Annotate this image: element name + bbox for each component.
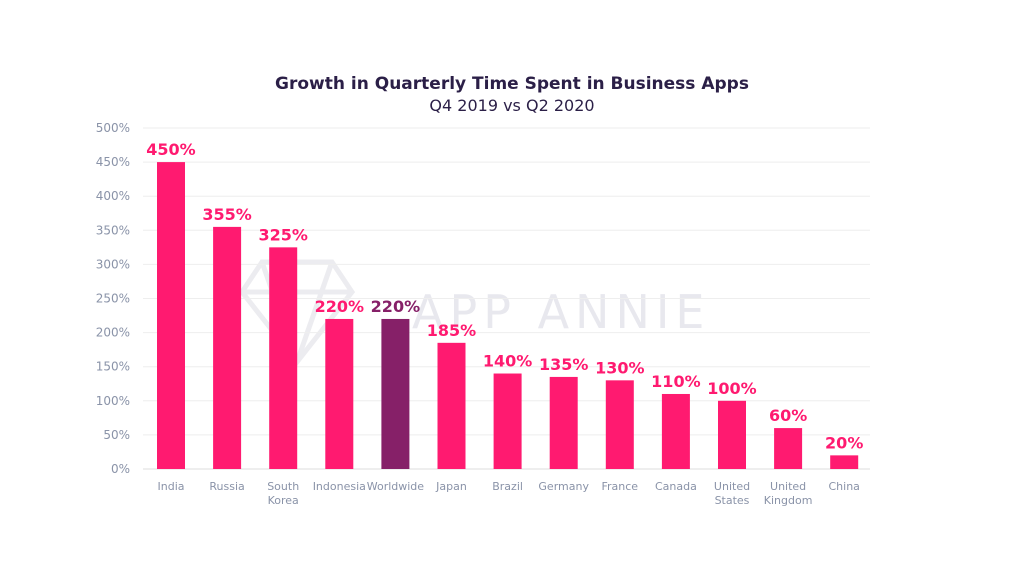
bar <box>549 376 578 469</box>
watermark-text: APP ANNIE <box>412 285 711 339</box>
data-label: 135% <box>539 355 588 374</box>
y-tick-label: 250% <box>96 292 130 306</box>
y-tick-label: 300% <box>96 257 130 271</box>
chart-title: Growth in Quarterly Time Spent in Busine… <box>275 74 749 94</box>
bar <box>269 247 298 469</box>
data-label: 130% <box>595 358 644 377</box>
x-tick-label: China <box>828 480 859 493</box>
data-label: 450% <box>146 140 195 159</box>
bar <box>718 400 746 469</box>
data-label: 325% <box>258 225 307 244</box>
x-tick-label: France <box>602 480 639 493</box>
data-label: 20% <box>825 433 863 452</box>
data-label: 220% <box>371 297 420 316</box>
data-label: 220% <box>315 297 364 316</box>
x-tick-label: United States <box>714 480 750 507</box>
bar <box>661 393 690 469</box>
y-tick-label: 450% <box>96 155 130 169</box>
y-tick-label: 500% <box>96 121 130 135</box>
bar <box>437 342 466 469</box>
x-tick-label: Germany <box>538 480 589 493</box>
y-tick-label: 350% <box>96 223 130 237</box>
data-label: 110% <box>651 372 700 391</box>
y-axis: 0% 50% 100% 150% 200% 250% 300% 350% 400% 450% 500… <box>96 121 130 476</box>
data-label: 140% <box>483 352 532 371</box>
data-label: 185% <box>427 321 476 340</box>
y-tick-label: 50% <box>103 428 130 442</box>
bar <box>493 373 522 469</box>
chart-subtitle: Q4 2019 vs Q2 2020 <box>429 96 595 115</box>
x-tick-label: Russia <box>209 480 244 493</box>
x-tick-label: Brazil <box>492 480 523 493</box>
y-tick-label: 400% <box>96 189 130 203</box>
data-labels: 450% 355% 325% 220% 220% 185% 140% 135% 130% 110%… <box>146 140 863 452</box>
y-tick-label: 0% <box>111 462 130 476</box>
bar <box>605 380 634 469</box>
bar <box>213 226 242 469</box>
bar <box>157 162 185 469</box>
bar <box>774 428 803 469</box>
x-tick-label: India <box>158 480 185 493</box>
bar <box>381 318 410 469</box>
x-tick-label: Canada <box>655 480 697 493</box>
x-tick-label: United Kingdom <box>764 480 813 507</box>
x-tick-label: Worldwide <box>367 480 425 493</box>
y-tick-label: 200% <box>96 326 130 340</box>
bar <box>325 318 354 469</box>
app-annie-watermark: APP ANNIE <box>238 259 711 367</box>
x-axis: India Russia South Korea Indonesia Worldwide J… <box>158 480 860 507</box>
data-label: 100% <box>707 379 756 398</box>
y-tick-label: 100% <box>96 394 130 408</box>
bar <box>830 455 859 469</box>
data-label: 355% <box>202 205 251 224</box>
y-tick-label: 150% <box>96 360 130 374</box>
x-tick-label: Indonesia <box>313 480 366 493</box>
x-tick-label: Japan <box>435 480 467 493</box>
x-tick-label: South Korea <box>267 480 299 507</box>
data-label: 60% <box>769 406 807 425</box>
bars <box>157 162 859 469</box>
